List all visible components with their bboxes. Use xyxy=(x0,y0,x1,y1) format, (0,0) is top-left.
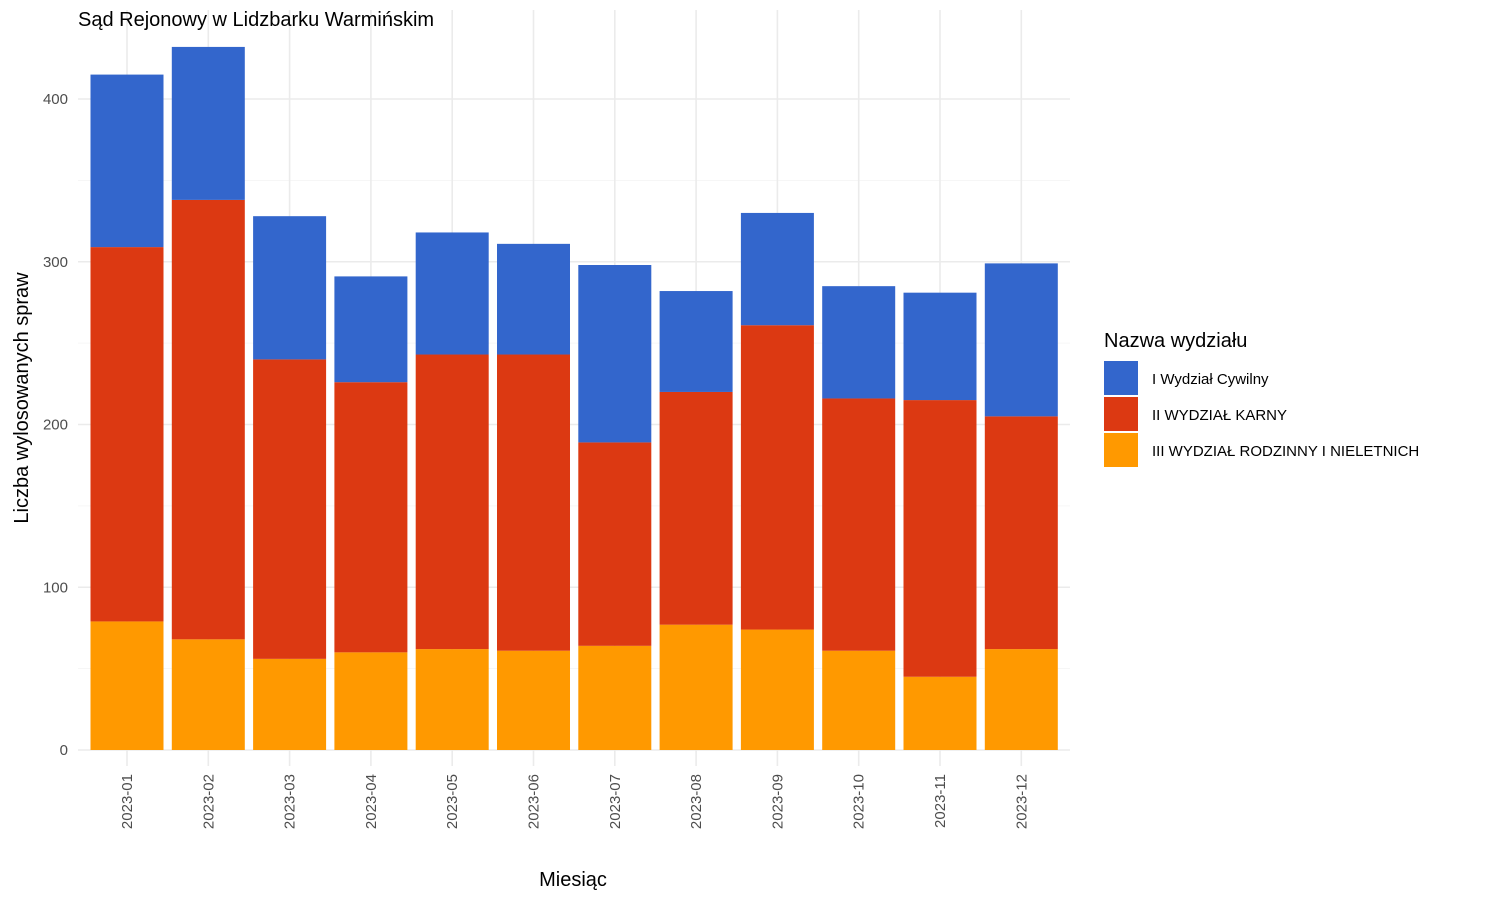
x-tick-label: 2023-03 xyxy=(282,774,299,829)
x-tick-label: 2023-02 xyxy=(200,774,217,829)
bar-segment xyxy=(171,46,245,200)
bar-segment xyxy=(740,325,814,630)
bar-segment xyxy=(578,265,652,443)
x-tick-label: 2023-05 xyxy=(444,774,461,829)
x-tick-label: 2023-09 xyxy=(769,774,786,829)
y-tick-label: 200 xyxy=(43,417,68,434)
bar-segment xyxy=(415,232,489,355)
bar-segment xyxy=(90,247,164,622)
y-axis-ticks: 0 100 200 300 400 xyxy=(43,91,68,759)
x-tick-label: 2023-01 xyxy=(119,774,136,829)
x-tick-label: 2023-07 xyxy=(607,774,624,829)
y-tick-label: 400 xyxy=(43,91,68,108)
bar-segment xyxy=(822,398,896,651)
x-axis-ticks: 2023-01 2023-02 2023-03 2023-04 2023-05 2023-… xyxy=(119,774,1030,829)
legend-key xyxy=(1104,361,1138,395)
bar-segment xyxy=(253,359,327,659)
bar-segment xyxy=(334,276,408,383)
bar-segment xyxy=(171,199,245,640)
bar-segment xyxy=(822,286,896,399)
legend-key xyxy=(1104,397,1138,431)
bar-segment xyxy=(659,391,733,625)
bar-segment xyxy=(984,649,1058,750)
bar-segment xyxy=(253,216,327,360)
y-tick-label: 300 xyxy=(43,254,68,271)
bar-segment xyxy=(578,645,652,750)
x-axis-title: Miesiąc xyxy=(539,869,607,891)
bar-segment xyxy=(903,400,977,677)
bar-segment xyxy=(822,650,896,750)
bar-segment xyxy=(415,354,489,650)
bar-segment xyxy=(659,624,733,750)
legend-key xyxy=(1104,433,1138,467)
bar-segment xyxy=(497,650,570,750)
bar-segment xyxy=(90,74,164,248)
bar-segment xyxy=(90,621,164,750)
legend: Nazwa wydziału I Wydział Cywilny II WYDZI… xyxy=(1104,330,1419,467)
x-tick-label: 2023-08 xyxy=(688,774,705,829)
x-tick-label: 2023-10 xyxy=(851,774,868,829)
bar-segment xyxy=(334,382,408,653)
chart-title: Sąd Rejonowy w Lidzbarku Warmińskim xyxy=(78,9,434,31)
bar-segment xyxy=(740,212,814,326)
bar-segment xyxy=(415,649,489,750)
x-tick-label: 2023-04 xyxy=(363,774,380,829)
legend-label: I Wydział Cywilny xyxy=(1152,371,1269,388)
legend-title: Nazwa wydziału xyxy=(1104,330,1247,352)
bar-segment xyxy=(903,676,977,750)
bar-segment xyxy=(171,639,245,750)
x-tick-label: 2023-12 xyxy=(1013,774,1030,829)
bar-segment xyxy=(578,442,652,646)
x-tick-label: 2023-11 xyxy=(932,774,949,828)
bar-segment xyxy=(253,658,327,750)
bar-segment xyxy=(497,354,570,651)
y-tick-label: 0 xyxy=(60,742,68,759)
legend-label: III WYDZIAŁ RODZINNY I NIELETNICH xyxy=(1152,443,1419,460)
bar-segment xyxy=(334,652,408,750)
bar-segment xyxy=(984,263,1058,417)
x-tick-label: 2023-06 xyxy=(526,774,543,829)
bars xyxy=(90,46,1058,750)
bar-segment xyxy=(984,416,1058,650)
bar-segment xyxy=(497,243,570,355)
bar-segment xyxy=(740,629,814,750)
y-tick-label: 100 xyxy=(43,579,68,596)
bar-segment xyxy=(659,291,733,392)
bar-segment xyxy=(903,292,977,401)
legend-label: II WYDZIAŁ KARNY xyxy=(1152,407,1287,424)
y-axis-title: Liczba wylosowanych spraw xyxy=(11,272,33,524)
